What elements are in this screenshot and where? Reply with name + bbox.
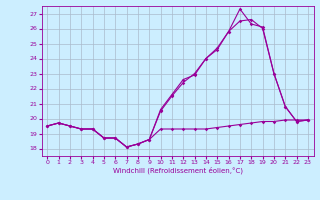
X-axis label: Windchill (Refroidissement éolien,°C): Windchill (Refroidissement éolien,°C): [113, 167, 243, 174]
